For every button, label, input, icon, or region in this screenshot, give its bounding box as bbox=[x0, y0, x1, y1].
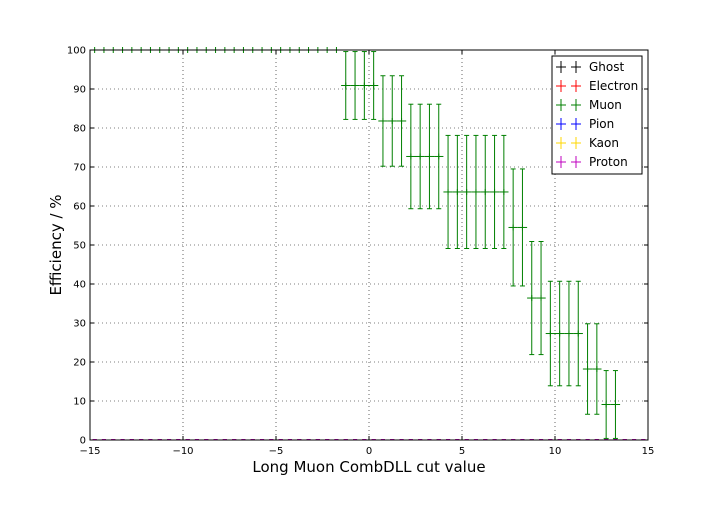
data-point-muon bbox=[396, 75, 407, 167]
y-tick-label: 100 bbox=[67, 46, 86, 57]
legend-entry-kaon: Kaon bbox=[556, 136, 619, 150]
data-point-muon bbox=[443, 134, 453, 250]
y-tick-label: 80 bbox=[73, 124, 86, 135]
data-point-muon bbox=[369, 51, 379, 120]
legend-label: Electron bbox=[589, 79, 638, 93]
legend-label: Proton bbox=[589, 155, 628, 169]
data-point-muon bbox=[387, 75, 397, 167]
legend-entry-ghost: Ghost bbox=[556, 60, 624, 74]
data-point-muon bbox=[592, 323, 602, 415]
data-point-muon bbox=[480, 134, 490, 250]
data-point-muon bbox=[489, 134, 500, 250]
x-tick-label: −10 bbox=[172, 446, 193, 457]
data-point-muon bbox=[424, 103, 435, 210]
legend-entry-electron: Electron bbox=[556, 79, 638, 93]
data-point-muon bbox=[564, 280, 574, 387]
y-axis-label: Efficiency / % bbox=[47, 194, 65, 295]
legend-label: Pion bbox=[589, 117, 614, 131]
data-point-muon bbox=[573, 280, 583, 387]
data-point-muon bbox=[378, 75, 388, 167]
y-tick-label: 50 bbox=[73, 241, 86, 252]
y-tick-label: 70 bbox=[73, 163, 86, 174]
legend-entry-muon: Muon bbox=[556, 98, 622, 112]
legend-label: Kaon bbox=[589, 136, 619, 150]
data-point-muon bbox=[471, 134, 481, 250]
data-point-muon bbox=[462, 134, 472, 250]
data-point-muon bbox=[350, 51, 360, 120]
data-point-muon bbox=[610, 370, 621, 439]
legend-entry-proton: Proton bbox=[556, 155, 628, 169]
data-point-muon bbox=[452, 134, 462, 250]
data-point-muon bbox=[545, 280, 555, 387]
x-tick-label: 10 bbox=[549, 446, 562, 457]
data-point-muon bbox=[555, 280, 565, 387]
x-tick-label: −5 bbox=[269, 446, 284, 457]
data-point-muon bbox=[508, 168, 518, 287]
legend-entry-pion: Pion bbox=[556, 117, 614, 131]
data-point-muon bbox=[536, 240, 546, 356]
data-point-muon bbox=[434, 103, 444, 210]
x-tick-label: 5 bbox=[459, 446, 465, 457]
y-tick-label: 10 bbox=[73, 397, 86, 408]
data-point-muon bbox=[341, 51, 351, 120]
legend-label: Muon bbox=[589, 98, 622, 112]
y-tick-label: 20 bbox=[73, 358, 86, 369]
data-point-muon bbox=[415, 103, 425, 210]
axis-ticks: −15 −10 −5 0 5 10 15 0 10 20 30 40 50 60 70 80 90 100 bbox=[67, 46, 654, 458]
legend-box bbox=[551, 55, 643, 175]
data-point-muon bbox=[517, 168, 528, 287]
y-tick-label: 40 bbox=[73, 280, 86, 291]
y-tick-label: 60 bbox=[73, 202, 86, 213]
data-point-muon bbox=[527, 240, 537, 356]
data-point-muon bbox=[582, 323, 593, 415]
x-tick-label: 0 bbox=[366, 446, 372, 457]
x-tick-label: −15 bbox=[79, 446, 100, 457]
legend: Ghost Electron Muon Pion Kaon Proton bbox=[551, 55, 643, 175]
data-point-muon bbox=[601, 370, 611, 439]
data-point-muon bbox=[359, 51, 369, 120]
y-tick-label: 30 bbox=[73, 319, 86, 330]
y-tick-label: 90 bbox=[73, 85, 86, 96]
x-tick-label: 15 bbox=[642, 446, 655, 457]
data-point-muon bbox=[406, 103, 416, 210]
legend-label: Ghost bbox=[589, 60, 624, 74]
y-tick-label: 0 bbox=[80, 436, 86, 447]
data-point-muon bbox=[499, 134, 509, 250]
x-axis-label: Long Muon CombDLL cut value bbox=[252, 458, 485, 476]
